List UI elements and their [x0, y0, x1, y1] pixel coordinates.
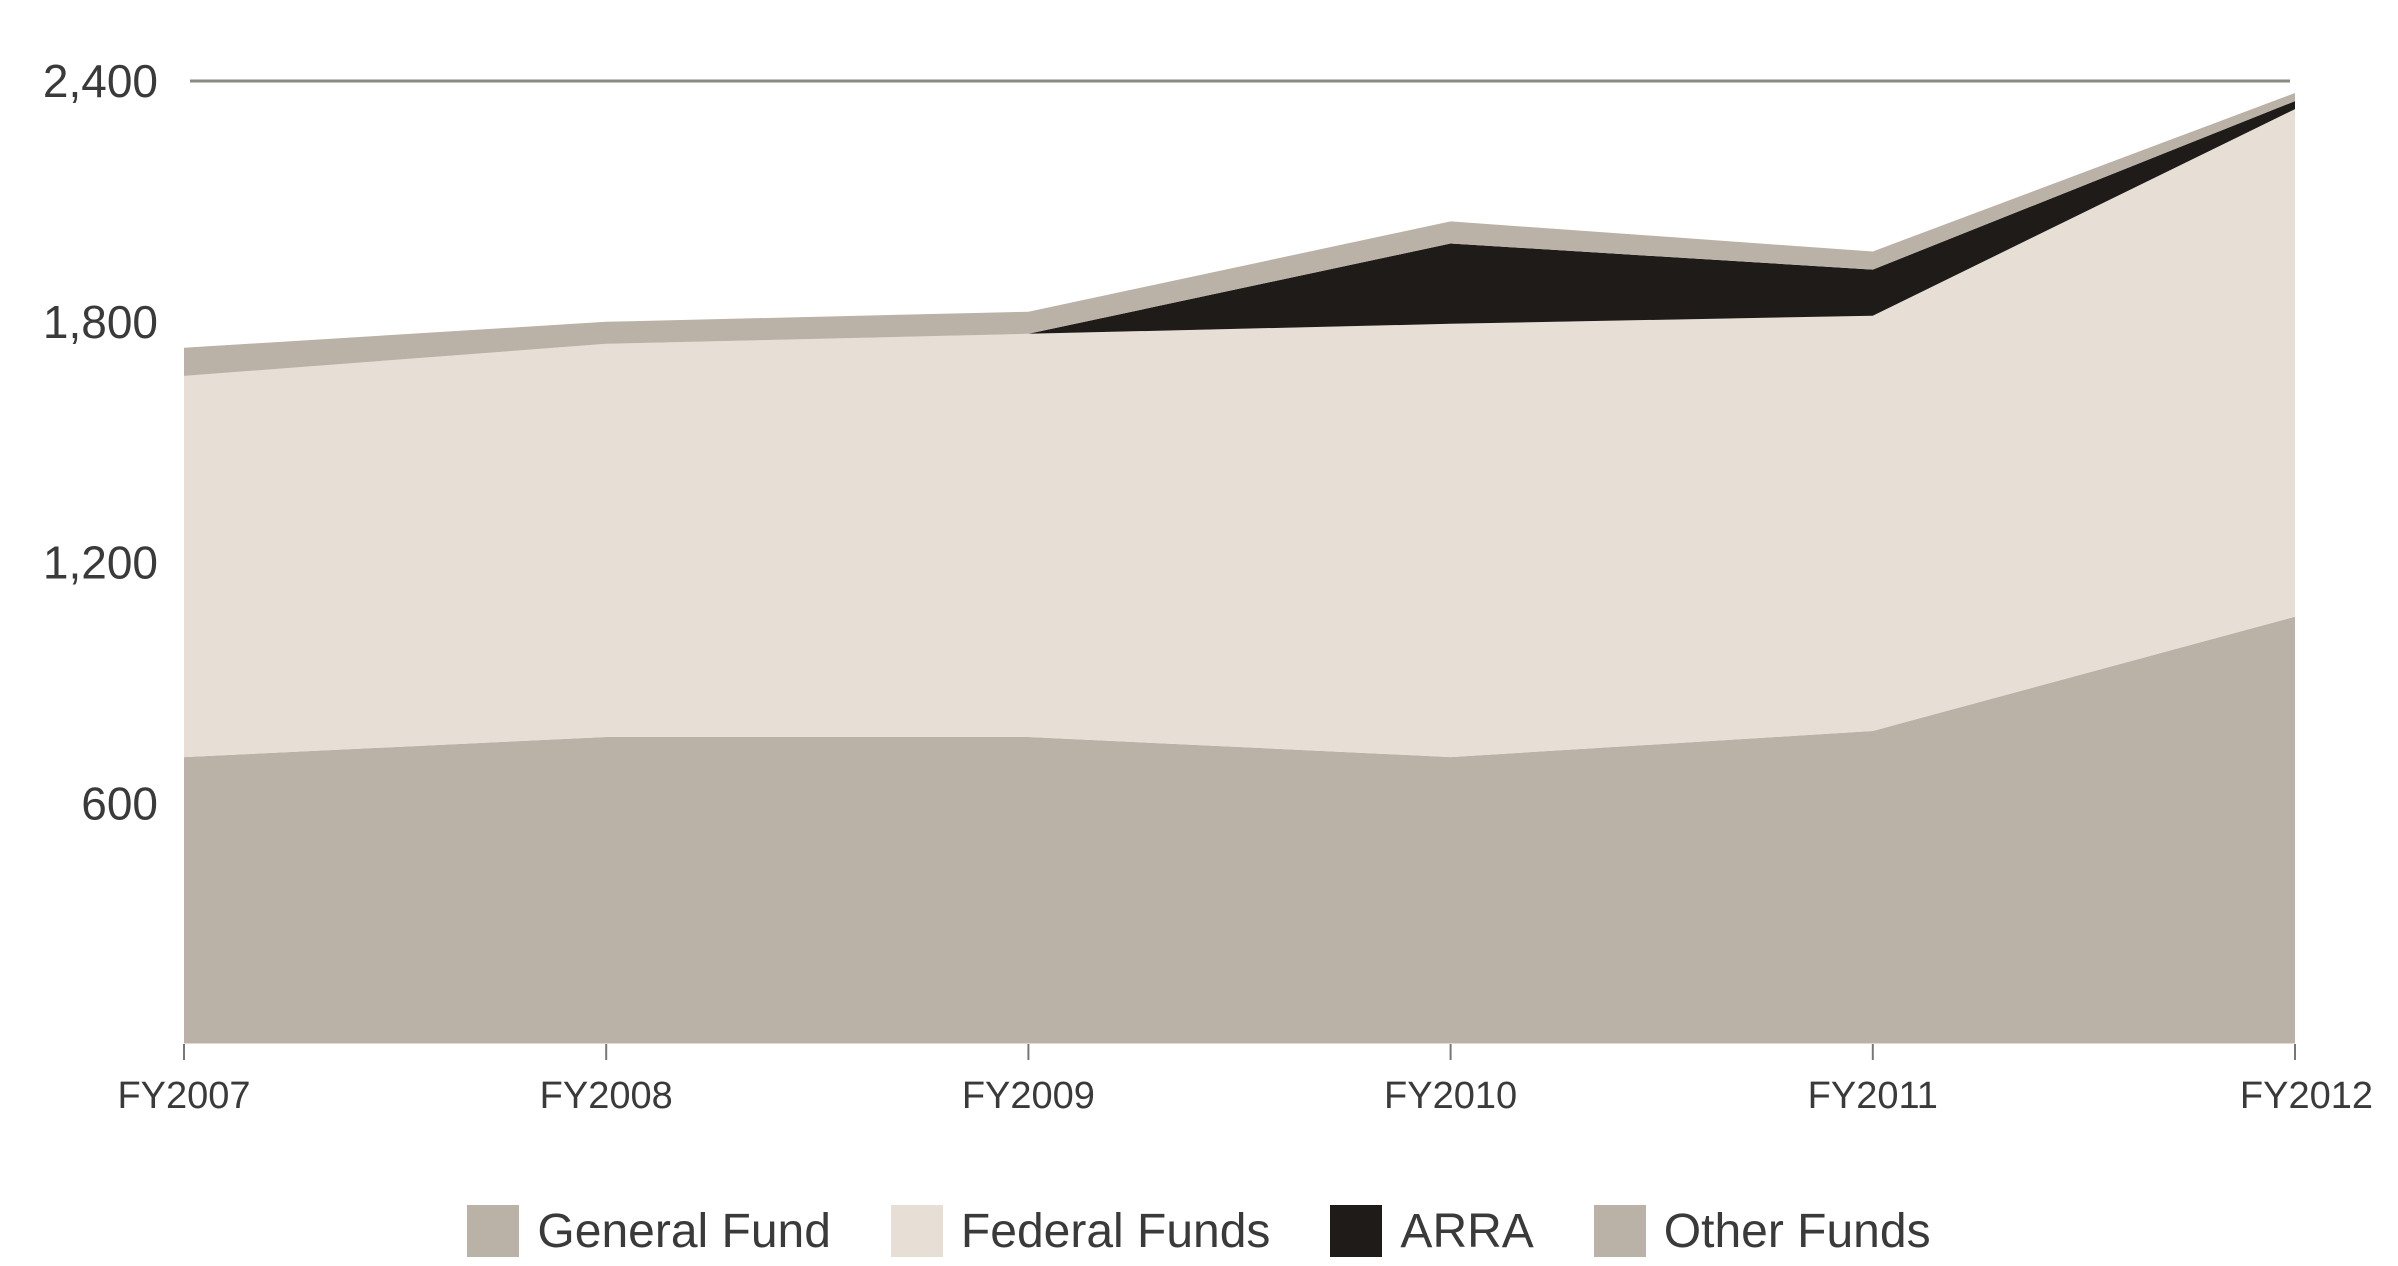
legend-label-arra: ARRA: [1400, 1204, 1534, 1258]
x-tick-label: FY2011: [1808, 1075, 1938, 1117]
area-general-fund: [184, 616, 2295, 1044]
legend-swatch-arra: [1330, 1205, 1383, 1257]
legend-item-arra: ARRA: [1330, 1204, 1534, 1259]
legend-swatch-federal-funds: [890, 1205, 943, 1257]
x-axis-ticks: FY2007 FY2008 FY2009 FY2010 FY2011 FY2012: [117, 1044, 2373, 1117]
legend-item-other-funds: Other Funds: [1593, 1204, 1931, 1259]
area-layer: [184, 93, 2295, 1044]
y-tick-label: 600: [81, 777, 158, 829]
x-tick-label: FY2007: [117, 1075, 250, 1117]
legend-label-federal-funds: Federal Funds: [960, 1204, 1271, 1258]
x-tick-label: FY2012: [2240, 1075, 2373, 1117]
y-axis-ticks: 600 1,200 1,800 2,400: [43, 55, 158, 829]
legend-label-general-fund: General Fund: [537, 1204, 831, 1258]
legend-swatch-general-fund: [467, 1205, 520, 1257]
legend-item-general-fund: General Fund: [467, 1204, 831, 1259]
x-tick-label: FY2010: [1384, 1075, 1517, 1117]
x-tick-label: FY2009: [962, 1075, 1095, 1117]
area-other-funds: [184, 93, 2295, 376]
legend: General Fund Federal Funds ARRA Other Fu…: [0, 1196, 2398, 1266]
legend-label-other-funds: Other Funds: [1663, 1204, 1931, 1258]
y-tick-label: 2,400: [43, 55, 158, 107]
x-tick-label: FY2008: [540, 1075, 673, 1117]
legend-item-federal-funds: Federal Funds: [890, 1204, 1271, 1259]
y-tick-label: 1,200: [43, 537, 158, 589]
legend-swatch-other-funds: [1593, 1205, 1646, 1257]
area-federal-funds: [184, 109, 2295, 758]
y-tick-label: 1,800: [43, 296, 158, 348]
area-arra: [184, 101, 2295, 376]
